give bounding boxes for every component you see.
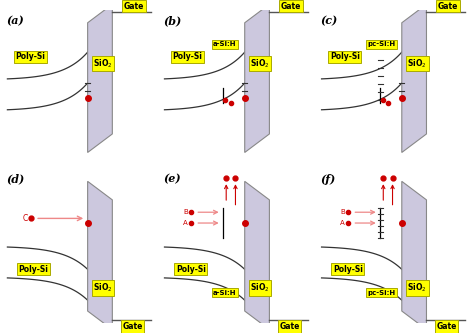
Text: (d): (d)	[6, 173, 24, 184]
Text: Gate: Gate	[124, 2, 144, 11]
Text: SiO$_2$: SiO$_2$	[250, 282, 270, 294]
Text: C: C	[22, 214, 27, 223]
Polygon shape	[245, 181, 269, 330]
Text: (b): (b)	[163, 15, 181, 26]
Text: Gate: Gate	[281, 2, 301, 11]
Text: SiO$_2$: SiO$_2$	[408, 57, 427, 70]
Text: Gate: Gate	[279, 322, 300, 331]
Text: Poly-Si: Poly-Si	[18, 265, 48, 274]
Text: Poly-Si: Poly-Si	[333, 265, 363, 274]
Text: (f): (f)	[320, 173, 335, 184]
Text: SiO$_2$: SiO$_2$	[93, 57, 113, 70]
Polygon shape	[402, 181, 427, 330]
Text: (e): (e)	[163, 173, 181, 184]
Text: pc-Si:H: pc-Si:H	[368, 41, 396, 47]
Text: a-Si:H: a-Si:H	[213, 289, 237, 295]
Text: a-Si:H: a-Si:H	[213, 41, 237, 47]
Text: Poly-Si: Poly-Si	[176, 265, 206, 274]
Text: Gate: Gate	[437, 322, 457, 331]
Text: A: A	[183, 220, 188, 226]
Text: SiO$_2$: SiO$_2$	[93, 282, 113, 294]
Text: Poly-Si: Poly-Si	[173, 52, 202, 61]
Text: (a): (a)	[6, 15, 24, 26]
Text: B: B	[183, 209, 188, 215]
Text: A: A	[340, 220, 345, 226]
Polygon shape	[88, 181, 112, 330]
Text: SiO$_2$: SiO$_2$	[250, 57, 270, 70]
Polygon shape	[88, 4, 112, 153]
Text: pc-Si:H: pc-Si:H	[368, 289, 396, 295]
Text: B: B	[340, 209, 345, 215]
Text: Gate: Gate	[438, 2, 458, 11]
Polygon shape	[402, 4, 427, 153]
Text: Poly-Si: Poly-Si	[16, 52, 46, 61]
Text: Gate: Gate	[122, 322, 143, 331]
Text: (c): (c)	[320, 15, 337, 26]
Text: SiO$_2$: SiO$_2$	[408, 282, 427, 294]
Polygon shape	[245, 4, 269, 153]
Text: Poly-Si: Poly-Si	[330, 52, 360, 61]
